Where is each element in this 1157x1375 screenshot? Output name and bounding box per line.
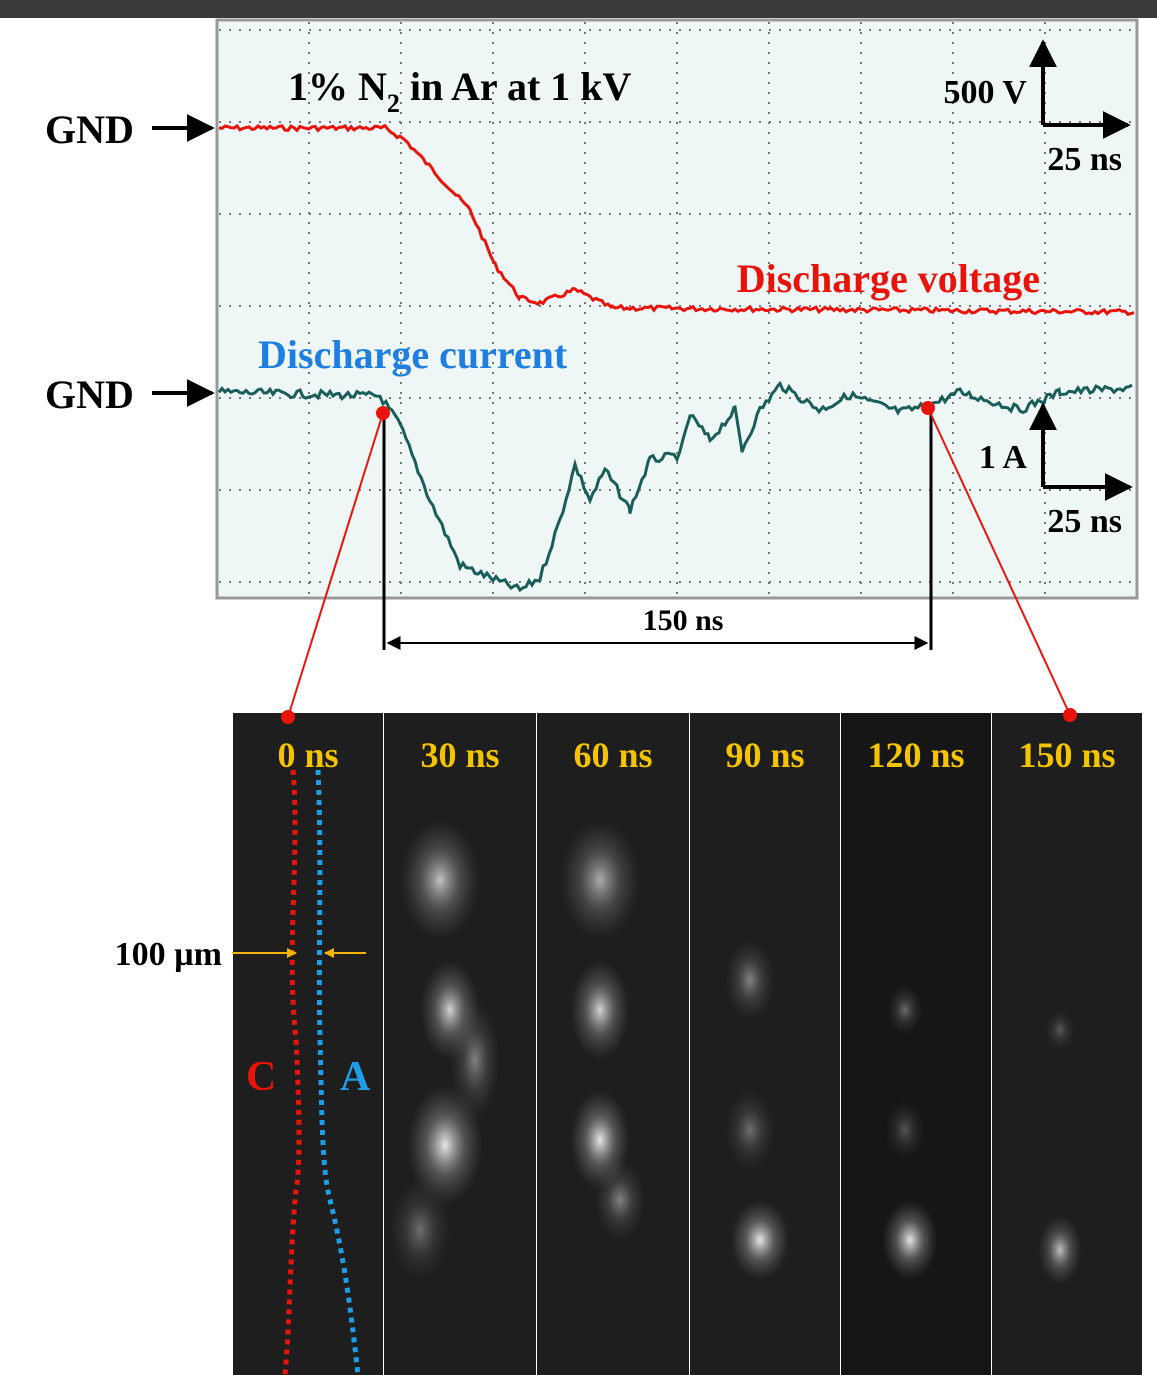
gnd-label: GND bbox=[45, 372, 134, 417]
current-trace bbox=[217, 380, 1133, 593]
marker-dot bbox=[921, 401, 935, 415]
current-scale: 1 A bbox=[979, 439, 1028, 476]
scope-title: 1% N2 in Ar at 1 kV bbox=[288, 64, 632, 118]
glow bbox=[725, 1090, 775, 1170]
cathode-label: C bbox=[246, 1054, 276, 1100]
voltage-trace bbox=[218, 123, 1135, 316]
glow bbox=[882, 1200, 938, 1280]
glow bbox=[570, 960, 630, 1060]
marker-dot bbox=[1063, 708, 1077, 722]
glow bbox=[560, 820, 640, 940]
voltage-label: Discharge voltage bbox=[737, 256, 1040, 301]
glow bbox=[730, 1200, 790, 1280]
glow bbox=[887, 985, 923, 1035]
frame-label: 150 ns bbox=[1018, 735, 1115, 775]
glow bbox=[1045, 1010, 1075, 1050]
voltage-scale: 500 V bbox=[944, 74, 1028, 111]
frame-label: 0 ns bbox=[277, 735, 338, 775]
glow bbox=[390, 1180, 450, 1280]
marker-dot bbox=[376, 406, 390, 420]
glow bbox=[595, 1160, 645, 1240]
glow bbox=[450, 1000, 500, 1120]
glow bbox=[407, 1085, 483, 1205]
title-subscript: 2 bbox=[387, 89, 400, 118]
anode-label: A bbox=[340, 1054, 371, 1100]
glow bbox=[885, 1100, 925, 1160]
current-label: Discharge current bbox=[258, 332, 568, 377]
gnd-label: GND bbox=[45, 107, 134, 152]
frame-label: 90 ns bbox=[725, 735, 804, 775]
frame-strip: 0 ns 30 ns 60 ns 90 ns 120 ns 150 ns bbox=[233, 713, 1142, 1375]
marker-dot bbox=[281, 710, 295, 724]
frame-image bbox=[233, 713, 383, 1375]
frame-label: 30 ns bbox=[420, 735, 499, 775]
link-line bbox=[927, 407, 1071, 716]
scale-label: 100 µm bbox=[115, 936, 222, 973]
current-time-scale: 25 ns bbox=[1047, 503, 1122, 540]
voltage-time-scale: 25 ns bbox=[1047, 141, 1122, 178]
top-bar bbox=[0, 0, 1157, 18]
link-line bbox=[287, 412, 384, 718]
glow bbox=[1038, 1215, 1082, 1285]
cathode-line bbox=[282, 769, 302, 1375]
frame-label: 120 ns bbox=[867, 735, 964, 775]
title-rest: in Ar at 1 kV bbox=[400, 64, 632, 109]
glow bbox=[400, 820, 480, 940]
glow bbox=[725, 940, 775, 1020]
interval-label: 150 ns bbox=[643, 604, 724, 637]
frame-label: 60 ns bbox=[573, 735, 652, 775]
title-main: 1% N bbox=[288, 64, 387, 109]
